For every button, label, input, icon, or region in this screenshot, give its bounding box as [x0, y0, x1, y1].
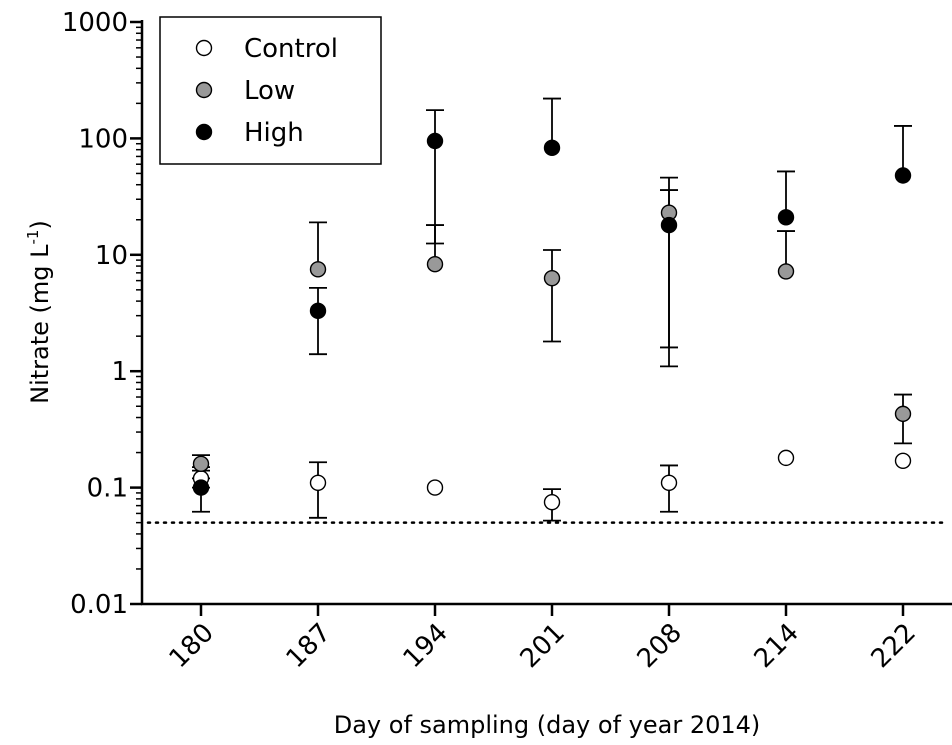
point-high	[192, 479, 210, 496]
y-tick-label: 0.01	[70, 590, 128, 620]
x-tick-label: 214	[749, 618, 805, 674]
point-low	[894, 405, 912, 423]
point-high	[894, 167, 912, 184]
y-tick-label: 0.1	[87, 474, 128, 504]
point-control	[777, 449, 795, 467]
legend-label-low: Low	[244, 76, 295, 106]
point-high	[426, 132, 444, 150]
y-axis-title-main: Nitrate (mg L	[26, 244, 54, 404]
point-high	[543, 139, 561, 157]
x-tick-label: 208	[632, 618, 688, 674]
point-low	[426, 256, 444, 273]
point-low	[777, 263, 795, 280]
point-low	[543, 269, 561, 287]
legend-label-high: High	[244, 118, 304, 148]
error-bars	[192, 97, 912, 522]
y-tick-label: 1000	[62, 8, 128, 38]
point-control	[309, 474, 327, 491]
data-points	[192, 132, 912, 511]
point-high	[309, 302, 327, 320]
point-control	[426, 479, 444, 496]
legend-marker-high	[195, 123, 213, 141]
y-tick-label: 1	[111, 357, 128, 387]
y-axis-title-close: )	[26, 220, 54, 229]
point-high	[660, 216, 678, 234]
legend-marker-control	[195, 39, 213, 57]
point-low	[309, 261, 327, 278]
point-low	[192, 455, 210, 473]
point-high	[777, 209, 795, 226]
legend-label-control: Control	[244, 34, 338, 64]
x-tick-label: 194	[398, 618, 454, 674]
point-control	[660, 474, 678, 491]
x-tick-label: 180	[164, 618, 220, 674]
x-tick-label: 201	[515, 618, 571, 674]
x-axis-title: Day of sampling (day of year 2014)	[334, 711, 761, 739]
y-tick-label: 100	[78, 124, 128, 154]
point-control	[543, 493, 561, 511]
y-axis-title-superscript: -1	[24, 230, 42, 245]
x-tick-label: 187	[281, 618, 337, 674]
y-axis-title: Nitrate (mg L-1)	[24, 220, 54, 404]
x-tick-label: 222	[866, 618, 922, 674]
legend-marker-low	[195, 81, 213, 99]
y-tick-label: 10	[95, 241, 128, 271]
point-control	[894, 452, 912, 469]
legend: Control Low High	[159, 16, 382, 165]
